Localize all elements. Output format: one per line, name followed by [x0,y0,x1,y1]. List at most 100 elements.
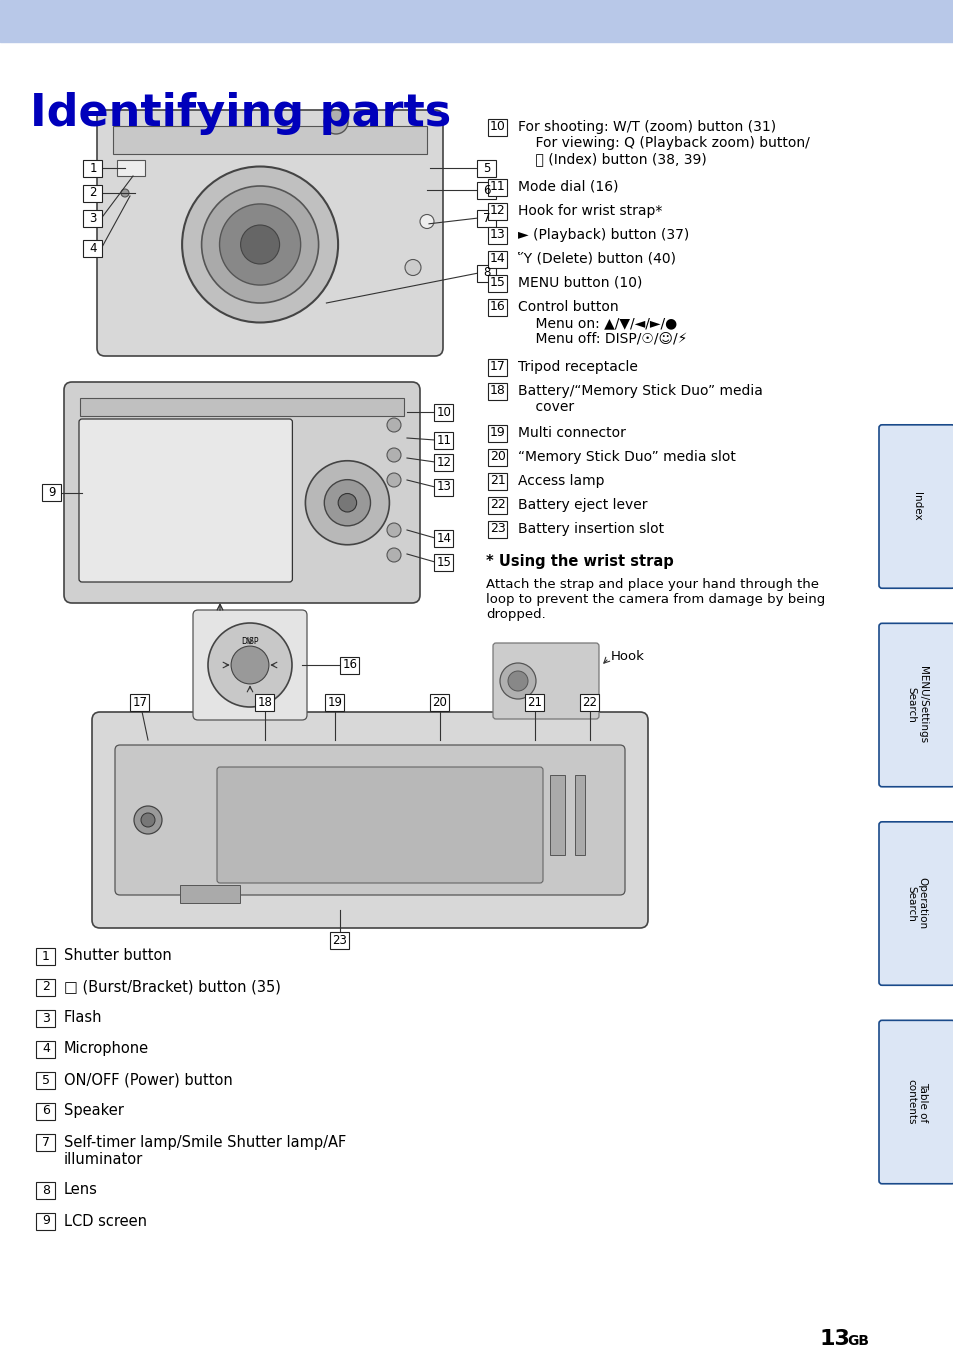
Text: ⬜ (Index) button (38, 39): ⬜ (Index) button (38, 39) [517,152,706,166]
Text: Menu on: ▲/▼/◄/►/●: Menu on: ▲/▼/◄/►/● [517,316,677,330]
Text: DISP: DISP [241,638,258,646]
Circle shape [201,186,318,303]
Text: Control button: Control button [517,300,618,314]
Text: Lens: Lens [64,1183,98,1198]
FancyBboxPatch shape [488,520,507,538]
Text: 14: 14 [490,252,505,266]
FancyBboxPatch shape [330,931,349,949]
FancyBboxPatch shape [84,240,102,256]
Text: Shutter button: Shutter button [64,949,172,964]
Text: Access lamp: Access lamp [517,474,604,487]
Text: Speaker: Speaker [64,1103,124,1118]
Text: 7: 7 [483,211,490,225]
Text: 14: 14 [436,531,451,545]
Text: MENU/Settings
Search: MENU/Settings Search [905,667,927,743]
FancyBboxPatch shape [878,424,953,589]
Circle shape [121,189,129,197]
FancyBboxPatch shape [36,979,55,995]
FancyBboxPatch shape [488,178,507,196]
Text: 6: 6 [42,1105,50,1117]
Text: Operation
Search: Operation Search [905,878,927,930]
FancyBboxPatch shape [488,298,507,315]
Text: cover: cover [517,400,574,413]
Circle shape [387,448,400,461]
FancyBboxPatch shape [477,160,496,177]
Text: Multi connector: Multi connector [517,426,625,439]
FancyBboxPatch shape [36,1134,55,1150]
FancyBboxPatch shape [878,821,953,986]
Text: Identifying parts: Identifying parts [30,92,451,136]
FancyBboxPatch shape [493,643,598,719]
FancyBboxPatch shape [36,1102,55,1120]
FancyBboxPatch shape [525,694,544,711]
Text: Battery insertion slot: Battery insertion slot [517,522,663,537]
Text: Battery eject lever: Battery eject lever [517,498,647,512]
FancyBboxPatch shape [36,947,55,965]
FancyBboxPatch shape [255,694,274,711]
FancyBboxPatch shape [434,453,453,471]
FancyBboxPatch shape [97,110,442,356]
Text: Ὕ (Delete) button (40): Ὕ (Delete) button (40) [517,252,676,266]
FancyBboxPatch shape [477,209,496,226]
FancyBboxPatch shape [36,1181,55,1198]
FancyBboxPatch shape [340,657,359,674]
FancyBboxPatch shape [488,275,507,292]
Text: 10: 10 [490,120,505,134]
Bar [0,0,953,42]
FancyBboxPatch shape [36,1213,55,1229]
FancyBboxPatch shape [79,419,292,582]
Circle shape [141,813,154,827]
Circle shape [387,523,400,537]
FancyBboxPatch shape [64,382,419,602]
Text: 4: 4 [42,1043,50,1055]
Text: 23: 23 [333,934,347,946]
Text: 17: 17 [490,360,505,374]
Text: 22: 22 [490,498,505,512]
FancyBboxPatch shape [434,479,453,496]
Text: 11: 11 [490,181,505,193]
Text: 15: 15 [490,277,505,289]
Text: 23: 23 [490,523,505,535]
Text: 21: 21 [527,695,542,709]
FancyBboxPatch shape [488,119,507,136]
FancyBboxPatch shape [430,694,449,711]
Circle shape [387,548,400,563]
Text: 16: 16 [342,658,357,672]
Text: 7: 7 [42,1135,50,1149]
FancyBboxPatch shape [434,553,453,571]
Bar [550,775,564,856]
Text: 18: 18 [257,695,273,709]
Text: 3: 3 [42,1012,50,1024]
Text: 20: 20 [432,695,447,709]
FancyBboxPatch shape [579,694,598,711]
Text: 2: 2 [90,186,96,200]
Text: 5: 5 [42,1073,50,1087]
Circle shape [231,646,269,684]
Bar [117,160,145,177]
Circle shape [499,663,536,700]
FancyBboxPatch shape [477,182,496,199]
FancyBboxPatch shape [488,382,507,400]
Text: 9: 9 [42,1214,50,1228]
Bar [180,884,240,904]
Text: 3: 3 [90,211,96,225]
Circle shape [182,167,337,323]
FancyBboxPatch shape [36,1040,55,1057]
Text: 13: 13 [436,481,451,493]
Circle shape [419,215,434,229]
Text: 1: 1 [90,162,96,174]
Text: For shooting: W/T (zoom) button (31): For shooting: W/T (zoom) button (31) [517,120,776,134]
FancyBboxPatch shape [84,209,102,226]
FancyBboxPatch shape [434,530,453,546]
FancyBboxPatch shape [84,185,102,201]
FancyBboxPatch shape [216,767,542,883]
FancyBboxPatch shape [84,160,102,177]
Text: 4: 4 [90,241,96,255]
Text: 18: 18 [490,385,505,397]
Text: Table of
contents: Table of contents [905,1079,927,1125]
Bar [575,775,584,856]
Bar [112,126,427,153]
FancyBboxPatch shape [36,1009,55,1027]
Text: 20: 20 [490,450,505,464]
FancyBboxPatch shape [488,497,507,513]
